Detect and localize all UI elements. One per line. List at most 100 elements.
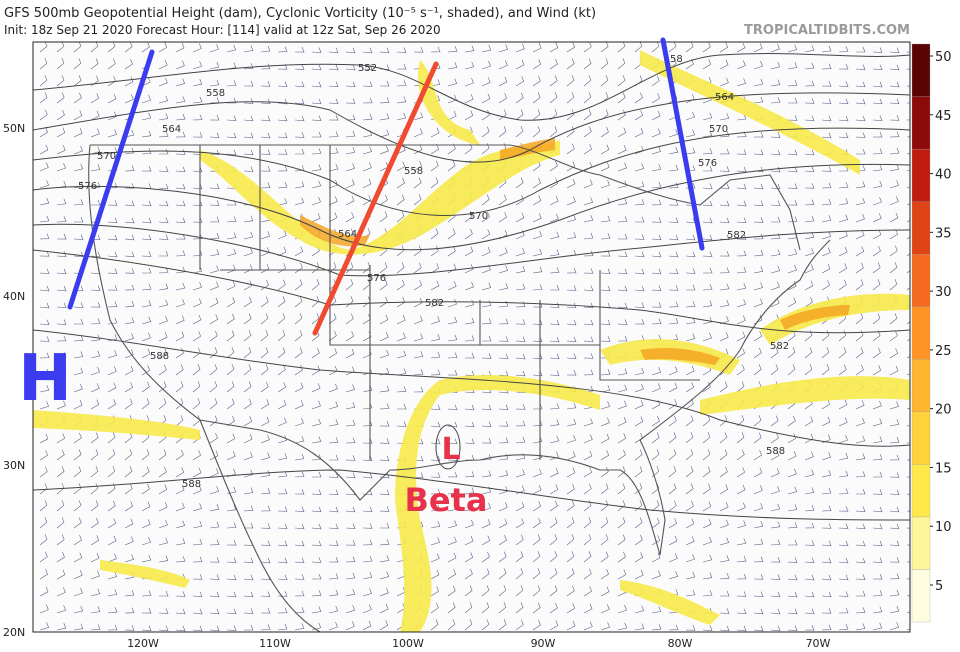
wind-barb [566,434,576,444]
wind-barb [770,591,781,598]
wind-barb [175,520,186,529]
wind-barb [209,297,219,308]
wind-barb [141,554,152,563]
wind-barb [804,469,815,478]
wind-barb [226,80,237,87]
wind-barb [685,625,696,631]
wind-barb [821,399,830,410]
wind-barb [311,180,322,189]
wind-barb [430,553,440,563]
wind-barb [90,164,101,172]
wind-barb [430,369,441,376]
wind-barb [617,416,627,427]
wind-barb [277,506,288,512]
wind-barb [209,591,220,598]
wind-barb [753,625,764,632]
wind-barb [56,433,66,444]
contour-label: 582 [770,341,789,352]
wind-barb [770,539,781,546]
wind-barb [311,506,322,513]
wind-barb [209,486,219,495]
wind-barb [821,505,832,512]
wind-barb [685,365,695,376]
wind-barb [56,58,65,70]
wind-barb [600,215,611,223]
wind-barb [787,625,798,631]
wind-barb [90,606,101,614]
wind-barb [872,164,883,172]
wind-barb [498,404,509,410]
wind-barb [226,280,236,291]
wind-barb [107,535,117,546]
wind-barb [838,591,849,597]
wind-barb [124,200,135,206]
wind-barb [787,183,798,189]
wind-barb [532,92,541,104]
wind-barb [447,471,458,478]
wind-barb [362,195,372,206]
wind-barb [532,568,541,580]
wind-barb [294,453,305,461]
wind-barb [600,268,611,274]
wind-barb [549,126,558,138]
wind-barb [277,470,288,478]
wind-barb [260,231,270,240]
wind-barb [141,165,152,172]
wind-barb [56,500,65,512]
wind-barb [736,415,745,427]
wind-barb [736,364,745,376]
wind-barb [804,364,813,376]
wind-barb [549,568,558,580]
wind-barb [158,299,169,308]
lon-label: 110W [259,637,291,650]
wind-barb [481,246,491,257]
lat-label: 50N [3,122,25,135]
wind-barb [668,164,679,172]
wind-barb [209,61,220,70]
wind-barb [158,466,167,478]
wind-barb [90,301,101,308]
wind-barb [736,591,747,597]
wind-barb [821,574,832,581]
wind-barb [175,282,186,291]
wind-barb [90,535,100,546]
wind-barb [192,591,203,598]
wind-barb [39,385,50,393]
wind-barb [566,568,575,580]
wind-barb [107,129,118,138]
wind-barb [277,115,288,122]
wind-barb [634,251,645,258]
wind-barb [583,58,592,70]
wind-barb [906,321,910,325]
wind-barb [481,77,491,87]
wind-barb [141,449,150,461]
wind-barb [277,417,287,427]
wind-barb [855,246,865,257]
wind-barb [872,64,883,71]
wind-barb [328,212,338,223]
wind-barb [685,317,696,325]
wind-barb [498,353,509,360]
wind-barb [124,333,135,342]
wind-barb [379,129,390,138]
wind-barb [668,399,677,410]
wind-barb [617,180,628,189]
wind-barb [56,335,67,342]
wind-barb [39,92,48,104]
wind-barb [124,449,133,461]
wind-barb [413,47,424,53]
wind-barb [889,98,900,105]
wind-barb [175,538,186,546]
wind-barb [447,487,458,495]
wind-barb [328,401,339,410]
wind-barb [872,436,883,444]
wind-barb [736,283,747,291]
wind-barb [481,437,492,444]
wind-barb [498,283,509,291]
wind-barb [277,198,288,206]
wind-barb [413,160,422,172]
wind-barb [260,63,271,70]
wind-barb [277,540,288,547]
wind-barb [668,624,679,631]
wind-barb [872,262,881,274]
